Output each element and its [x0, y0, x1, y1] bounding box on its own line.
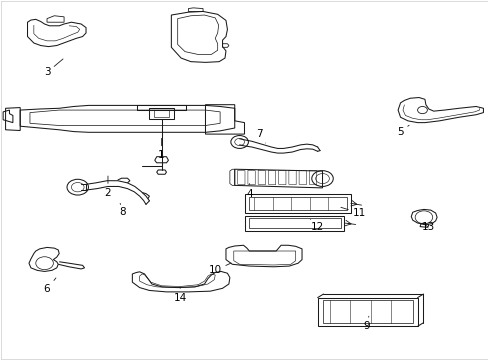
Text: 7: 7 [255, 129, 265, 143]
Text: 12: 12 [310, 220, 324, 232]
Text: 4: 4 [245, 184, 252, 199]
Text: 11: 11 [340, 207, 365, 218]
Text: 2: 2 [104, 176, 111, 198]
Text: 10: 10 [208, 263, 230, 275]
Text: 1: 1 [158, 138, 164, 160]
Text: 5: 5 [396, 125, 408, 136]
Text: 6: 6 [43, 278, 56, 294]
Text: 8: 8 [119, 203, 125, 217]
Text: 9: 9 [363, 316, 369, 331]
Text: 14: 14 [173, 287, 186, 303]
Text: 13: 13 [421, 222, 434, 232]
Text: 3: 3 [43, 59, 63, 77]
